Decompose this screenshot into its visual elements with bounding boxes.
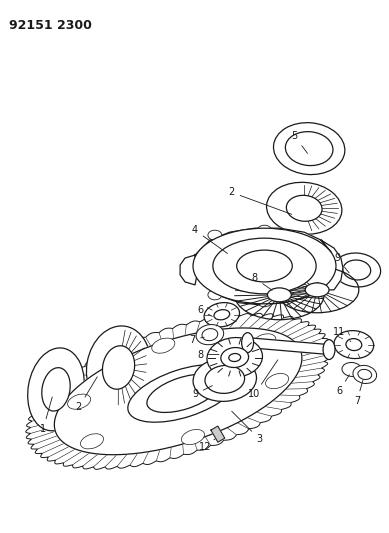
Ellipse shape [207, 337, 263, 377]
Ellipse shape [242, 333, 254, 352]
Ellipse shape [353, 366, 377, 383]
Ellipse shape [193, 228, 336, 304]
Ellipse shape [237, 250, 292, 282]
Ellipse shape [214, 310, 230, 320]
Ellipse shape [286, 132, 333, 166]
Text: 7: 7 [189, 335, 204, 345]
Ellipse shape [128, 365, 238, 422]
Ellipse shape [208, 290, 222, 300]
Ellipse shape [268, 288, 291, 302]
Ellipse shape [152, 338, 175, 353]
Ellipse shape [343, 260, 371, 280]
Ellipse shape [323, 340, 335, 360]
Polygon shape [319, 240, 343, 290]
Ellipse shape [358, 369, 371, 379]
Text: 8: 8 [197, 350, 219, 360]
Text: 8: 8 [252, 273, 272, 290]
Ellipse shape [333, 253, 380, 287]
Ellipse shape [342, 362, 362, 376]
Text: 12: 12 [199, 439, 215, 452]
Ellipse shape [42, 368, 70, 411]
Ellipse shape [221, 348, 249, 368]
Ellipse shape [273, 123, 345, 175]
Text: 92151 2300: 92151 2300 [9, 19, 92, 33]
Ellipse shape [307, 240, 321, 250]
Ellipse shape [204, 303, 240, 327]
Text: 10: 10 [249, 360, 278, 399]
Text: 11: 11 [333, 327, 351, 342]
Polygon shape [248, 337, 329, 354]
Ellipse shape [213, 238, 316, 294]
Ellipse shape [286, 195, 322, 221]
Ellipse shape [181, 430, 205, 445]
Ellipse shape [81, 434, 103, 449]
Ellipse shape [258, 225, 272, 235]
Polygon shape [180, 255, 198, 285]
Text: 2: 2 [76, 377, 97, 412]
Ellipse shape [208, 230, 222, 240]
Text: 9: 9 [192, 386, 212, 399]
Text: 2: 2 [229, 188, 292, 214]
Ellipse shape [68, 394, 91, 409]
Polygon shape [195, 228, 334, 305]
Ellipse shape [253, 334, 276, 349]
Ellipse shape [86, 326, 151, 409]
Ellipse shape [305, 283, 329, 297]
Text: 7: 7 [354, 380, 363, 406]
Ellipse shape [346, 338, 362, 351]
Ellipse shape [205, 366, 245, 393]
Ellipse shape [202, 329, 218, 341]
Ellipse shape [266, 182, 342, 235]
Ellipse shape [102, 346, 135, 389]
Ellipse shape [307, 285, 321, 295]
Polygon shape [211, 426, 225, 442]
Polygon shape [26, 313, 331, 470]
Ellipse shape [229, 353, 241, 361]
Text: 5: 5 [291, 131, 308, 154]
Text: 9: 9 [334, 253, 349, 273]
Ellipse shape [266, 374, 289, 389]
Text: 1: 1 [40, 397, 52, 434]
Ellipse shape [28, 348, 84, 431]
Ellipse shape [147, 374, 219, 413]
Ellipse shape [258, 297, 272, 307]
Ellipse shape [334, 330, 374, 359]
Ellipse shape [196, 325, 224, 345]
Text: 6: 6 [197, 305, 212, 317]
Text: 6: 6 [336, 375, 349, 397]
Polygon shape [54, 328, 302, 455]
Text: 3: 3 [232, 411, 263, 444]
Text: 4: 4 [192, 225, 228, 254]
Ellipse shape [193, 358, 256, 401]
